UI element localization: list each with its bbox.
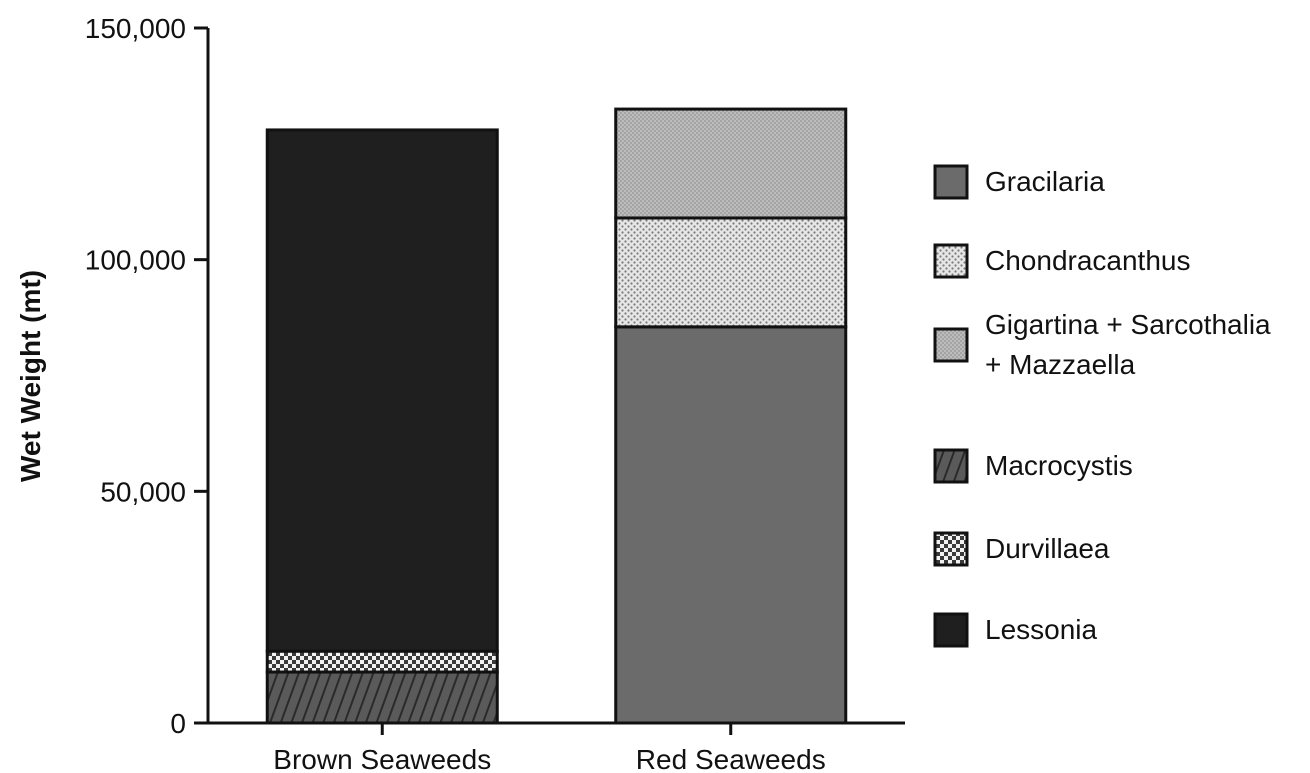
bar-segment-brown-seaweeds-durvillaea [265, 649, 499, 674]
x-tick-label-red-seaweeds: Red Seaweeds [636, 744, 826, 773]
legend-label: Durvillaea [985, 533, 1110, 564]
legend-swatch [933, 612, 969, 648]
y-tick-label: 150,000 [85, 13, 186, 44]
bar-segment-red-seaweeds-gracilaria [614, 325, 848, 725]
y-axis-title: Wet Weight (mt) [15, 270, 46, 482]
legend-item-durvillaea: Durvillaea [933, 531, 1110, 567]
legend-label: Chondracanthus [985, 245, 1190, 276]
legend: Gracilaria Chondracanthus Gigartina + Sarc… [933, 164, 1271, 648]
x-tick-label-brown-seaweeds: Brown Seaweeds [273, 744, 491, 773]
bar-segments [265, 107, 848, 725]
y-tick-label: 0 [170, 708, 186, 739]
legend-label: Macrocystis [985, 450, 1133, 481]
legend-label: Lessonia [985, 614, 1098, 645]
y-ticks: 0 50,000 100,000 150,000 [85, 13, 208, 739]
legend-swatch [933, 164, 969, 200]
bar-segment-red-seaweeds-chondracanthus [614, 216, 848, 329]
legend-label: + Mazzaella [985, 349, 1136, 380]
legend-item-gracilaria: Gracilaria [933, 164, 1105, 200]
legend-item-gigartina-sarcothalia-mazzaella: Gigartina + Sarcothalia + Mazzaella [933, 309, 1271, 380]
legend-item-chondracanthus: Chondracanthus [933, 243, 1190, 279]
legend-item-macrocystis: Macrocystis [933, 448, 1133, 484]
bar-segment-brown-seaweeds-lessonia [265, 128, 499, 653]
legend-label: Gigartina + Sarcothalia [985, 309, 1271, 340]
x-ticks: Brown Seaweeds Red Seaweeds [273, 723, 826, 773]
legend-swatch [933, 531, 969, 567]
y-tick-label: 100,000 [85, 245, 186, 276]
legend-swatch [933, 448, 969, 484]
legend-swatch [933, 327, 969, 363]
y-tick-label: 50,000 [100, 476, 186, 507]
legend-swatch [933, 243, 969, 279]
bar-segment-brown-seaweeds-macrocystis [265, 670, 499, 725]
legend-label: Gracilaria [985, 166, 1105, 197]
axes: 0 50,000 100,000 150,000 Brown Seaweeds Red … [85, 13, 905, 773]
bar-segment-red-seaweeds-gigartina-sarcothalia-mazzaella [614, 107, 848, 220]
legend-item-lessonia: Lessonia [933, 612, 1098, 648]
